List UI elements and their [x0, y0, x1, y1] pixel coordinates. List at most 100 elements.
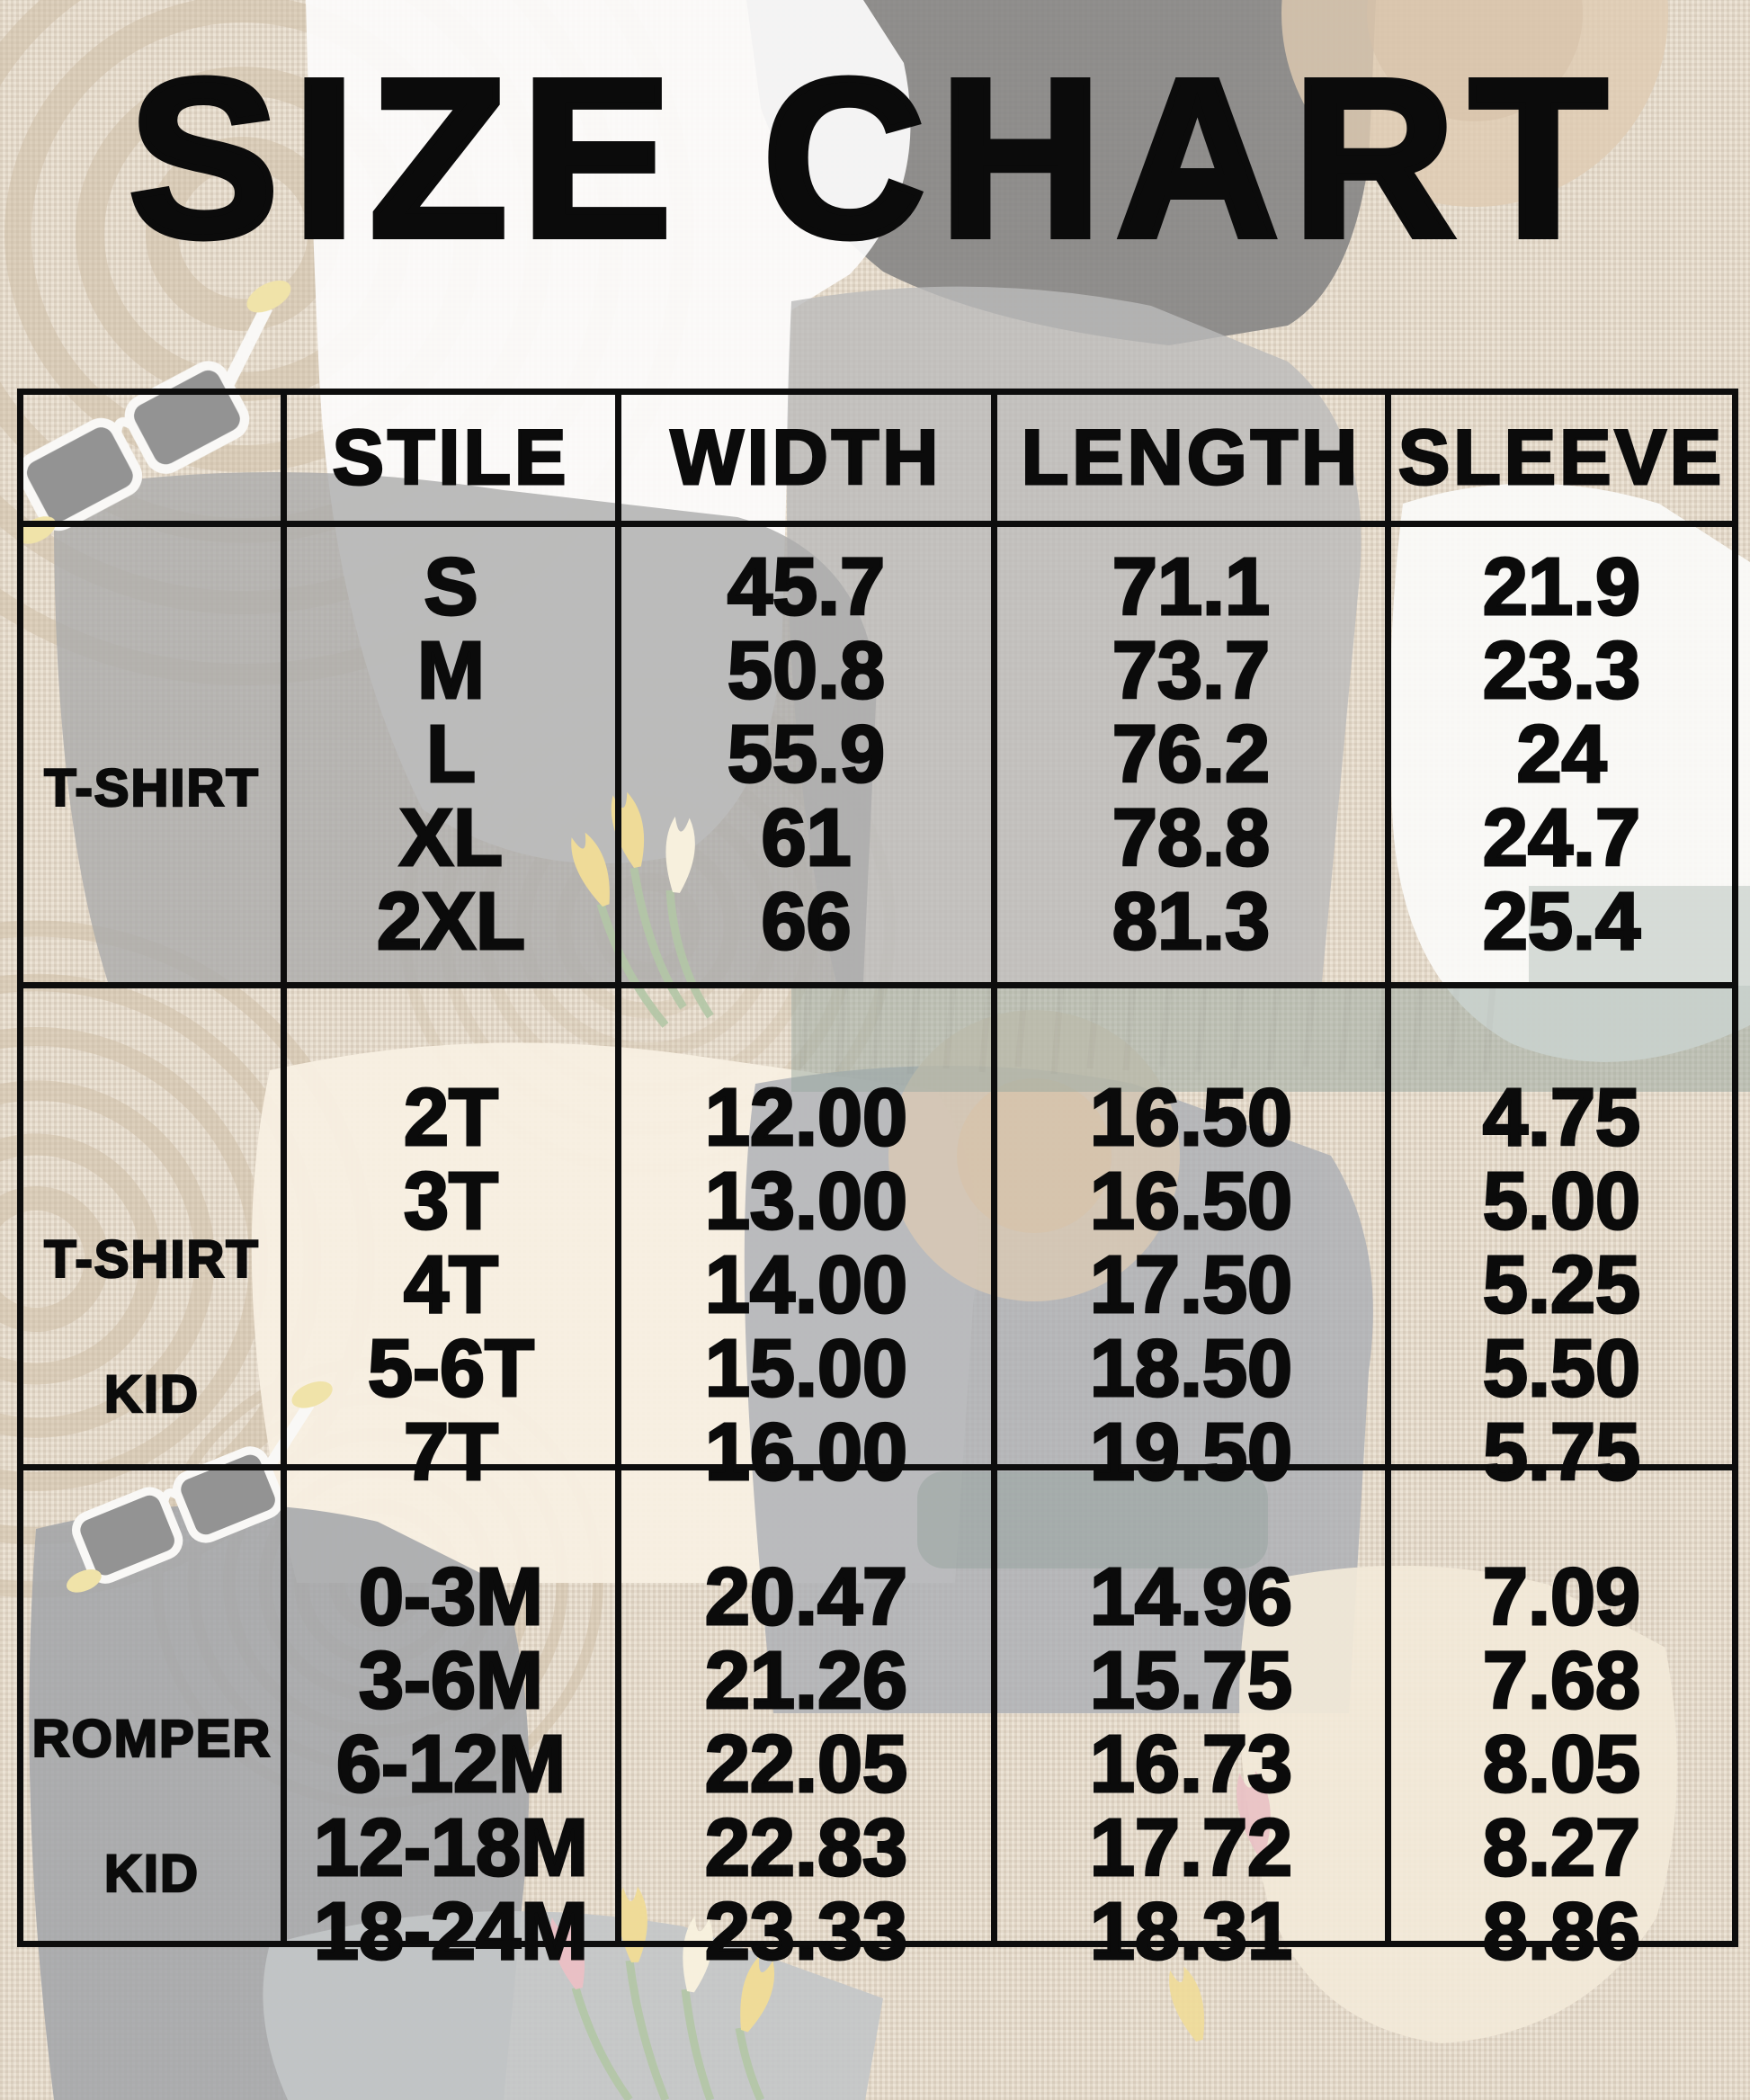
width-value: 16.00 [703, 1407, 908, 1497]
width-value: 45.7 [726, 541, 886, 632]
column-header-stile: STILE [331, 415, 570, 501]
size-value: 0-3M [357, 1552, 544, 1642]
sleeve-list: 7.09 7.68 8.05 8.27 8.86 [1391, 1554, 1732, 1977]
sizes-cell-romper-kid: 0-3M 3-6M 6-12M 12-18M 18-24M [287, 1470, 621, 1975]
category-line: T-SHIRT [43, 758, 260, 819]
length-value: 17.50 [1088, 1240, 1293, 1330]
length-value: 78.8 [1111, 792, 1271, 883]
category-label-tshirt: T-SHIRT [23, 721, 281, 856]
gray-tshirt-shape [786, 286, 1362, 983]
size-value: 7T [402, 1407, 499, 1497]
width-list: 45.7 50.8 55.9 61 66 [621, 541, 991, 967]
width-value: 22.05 [703, 1720, 908, 1810]
size-value: 3T [402, 1157, 499, 1247]
category-line: KID [103, 1843, 200, 1904]
size-list: 2T 3T 4T 5-6T 7T [287, 1073, 615, 1497]
sleeve-value: 4.75 [1481, 1073, 1641, 1163]
size-value: S [423, 541, 479, 632]
sleeve-value: 8.86 [1481, 1887, 1641, 1977]
sleeve-value: 24 [1515, 709, 1608, 800]
size-value: 12-18M [312, 1803, 589, 1893]
length-value: 16.50 [1088, 1073, 1293, 1163]
sleeve-cell-romper-kid: 7.09 7.68 8.05 8.27 8.86 [1391, 1470, 1732, 1975]
size-list: S M L XL 2XL [287, 541, 615, 967]
sleeve-list: 21.9 23.3 24 24.7 25.4 [1391, 544, 1732, 965]
width-cell-romper-kid: 20.47 21.26 22.05 22.83 23.33 [621, 1470, 997, 1975]
size-value: 6-12M [335, 1720, 567, 1810]
width-value: 50.8 [726, 625, 886, 716]
category-label-tshirt-kid: T-SHIRT KID [23, 1193, 281, 1462]
header-cell-width: WIDTH [621, 395, 997, 527]
length-value: 17.72 [1088, 1803, 1293, 1893]
sleeve-value: 8.27 [1481, 1803, 1641, 1893]
width-cell-tshirt-kid: 12.00 13.00 14.00 15.00 16.00 [621, 988, 997, 1496]
table-corner-cell [23, 395, 287, 527]
width-value: 20.47 [703, 1552, 908, 1642]
width-value: 23.33 [703, 1887, 908, 1977]
width-value: 55.9 [726, 709, 886, 800]
size-value: 3-6M [357, 1636, 544, 1726]
page-title: SIZE CHART [125, 29, 1621, 287]
sizes-cell-tshirt-kid: 2T 3T 4T 5-6T 7T [287, 988, 621, 1496]
length-cell-romper-kid: 14.96 15.75 16.73 17.72 18.31 [997, 1470, 1391, 1975]
width-value: 12.00 [703, 1073, 908, 1163]
length-value: 76.2 [1111, 709, 1271, 800]
sleeve-value: 5.00 [1481, 1157, 1641, 1247]
length-value: 14.96 [1088, 1552, 1293, 1642]
tulip-icon [546, 790, 1277, 2100]
size-value: 2XL [375, 876, 526, 967]
size-value: 18-24M [312, 1887, 589, 1977]
size-list: 0-3M 3-6M 6-12M 12-18M 18-24M [287, 1552, 615, 1977]
column-header-length: LENGTH [1020, 415, 1362, 501]
category-cell-tshirt-kid: T-SHIRT KID [23, 988, 287, 1470]
length-value: 18.31 [1088, 1887, 1293, 1977]
size-value: XL [397, 792, 504, 883]
length-value: 73.7 [1111, 625, 1271, 716]
size-value: 4T [402, 1240, 499, 1330]
beige-romper-shape [1239, 1566, 1677, 2043]
length-cell-tshirt: 71.1 73.7 76.2 78.8 81.3 [997, 527, 1391, 988]
size-value: 5-6T [366, 1324, 535, 1414]
width-value: 61 [760, 792, 853, 883]
header-cell-stile: STILE [287, 395, 621, 527]
size-value: L [425, 709, 478, 800]
width-list: 12.00 13.00 14.00 15.00 16.00 [621, 1073, 991, 1497]
length-value: 19.50 [1088, 1407, 1293, 1497]
bottom-gray-tshirt-shape [263, 1911, 883, 2100]
length-value: 15.75 [1088, 1636, 1293, 1726]
tshirt-shapes [29, 0, 1750, 2100]
width-value: 21.26 [703, 1636, 908, 1726]
category-label-romper-kid: ROMPER KID [23, 1672, 281, 1942]
size-table: STILE WIDTH LENGTH SLEEVE T-SHIRT S M L … [17, 389, 1738, 1975]
sleeve-value: 5.75 [1481, 1407, 1641, 1497]
width-value: 14.00 [703, 1240, 908, 1330]
sleeve-cell-tshirt: 21.9 23.3 24 24.7 25.4 [1391, 527, 1732, 988]
sleeve-list: 4.75 5.00 5.25 5.50 5.75 [1391, 1073, 1732, 1497]
width-value: 66 [760, 876, 853, 967]
width-value: 22.83 [703, 1803, 908, 1893]
width-value: 13.00 [703, 1157, 908, 1247]
scarf-shape [791, 886, 1750, 1568]
sleeve-value: 5.50 [1481, 1324, 1641, 1414]
column-header-width: WIDTH [669, 415, 942, 501]
sleeve-value: 24.7 [1481, 792, 1641, 883]
size-value: M [416, 625, 487, 716]
length-cell-tshirt-kid: 16.50 16.50 17.50 18.50 19.50 [997, 988, 1391, 1496]
width-cell-tshirt: 45.7 50.8 55.9 61 66 [621, 527, 997, 988]
sleeve-cell-tshirt-kid: 4.75 5.00 5.25 5.50 5.75 [1391, 988, 1732, 1496]
sleeve-value: 5.25 [1481, 1240, 1641, 1330]
size-value: 2T [402, 1073, 499, 1163]
white-romper-shape [1389, 483, 1750, 1062]
length-value: 18.50 [1088, 1324, 1293, 1414]
category-cell-romper-kid: ROMPER KID [23, 1470, 287, 1941]
length-value: 71.1 [1111, 541, 1271, 632]
length-list: 14.96 15.75 16.73 17.72 18.31 [997, 1552, 1385, 1977]
sleeve-value: 7.68 [1481, 1636, 1641, 1726]
category-cell-tshirt: T-SHIRT [23, 527, 287, 988]
sleeve-value: 8.05 [1481, 1720, 1641, 1810]
width-list: 20.47 21.26 22.05 22.83 23.33 [621, 1552, 991, 1977]
gray-kid-tshirt-shape [744, 1066, 1373, 1713]
header-cell-length: LENGTH [997, 395, 1391, 527]
